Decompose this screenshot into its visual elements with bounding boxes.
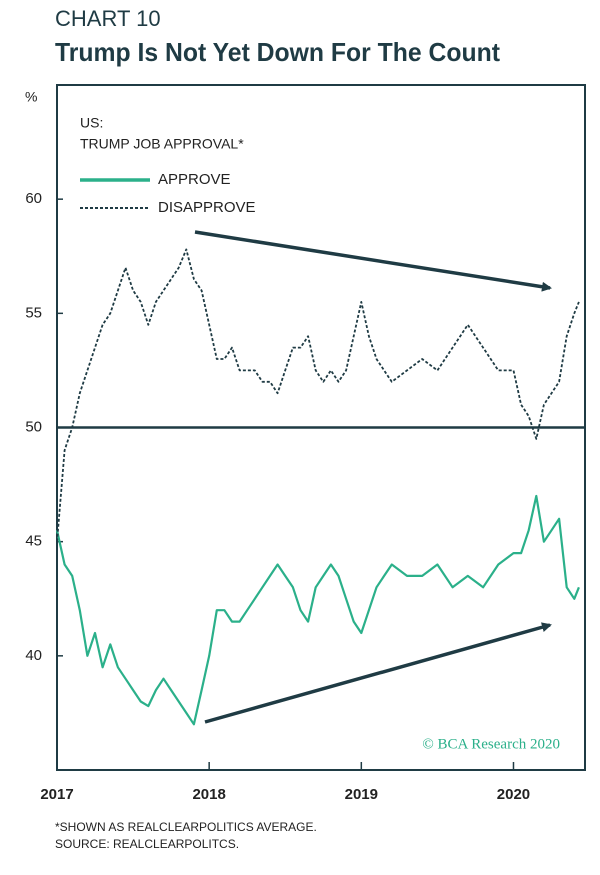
y-tick-label: 55 bbox=[25, 304, 42, 321]
y-tick-label: 60 bbox=[25, 190, 42, 207]
y-tick-label: 50 bbox=[25, 418, 42, 435]
trend-arrow bbox=[194, 230, 552, 292]
series-line bbox=[55, 494, 580, 726]
y-tick-label: 40 bbox=[25, 647, 42, 664]
footnote: *SHOWN AS REALCLEARPOLITICS AVERAGE. bbox=[55, 820, 317, 834]
y-unit: % bbox=[25, 89, 37, 105]
series-line bbox=[56, 248, 580, 542]
subtitle: US: bbox=[80, 115, 103, 131]
x-tick-label: 2018 bbox=[192, 786, 225, 803]
trend-arrow bbox=[204, 622, 552, 724]
y-tick-label: 45 bbox=[25, 533, 42, 550]
x-tick-label: 2019 bbox=[345, 786, 378, 803]
legend-label: APPROVE bbox=[158, 171, 231, 188]
legend-label: DISAPPROVE bbox=[158, 199, 256, 216]
kicker: CHART 10 bbox=[55, 6, 161, 31]
footnote: SOURCE: REALCLEARPOLITCS. bbox=[55, 837, 239, 851]
watermark: © BCA Research 2020 bbox=[422, 736, 560, 752]
subtitle: TRUMP JOB APPROVAL* bbox=[80, 136, 244, 152]
x-tick-label: 2020 bbox=[497, 786, 530, 803]
x-tick-label: 2017 bbox=[40, 786, 73, 803]
chart-title: Trump Is Not Yet Down For The Count bbox=[55, 37, 500, 67]
